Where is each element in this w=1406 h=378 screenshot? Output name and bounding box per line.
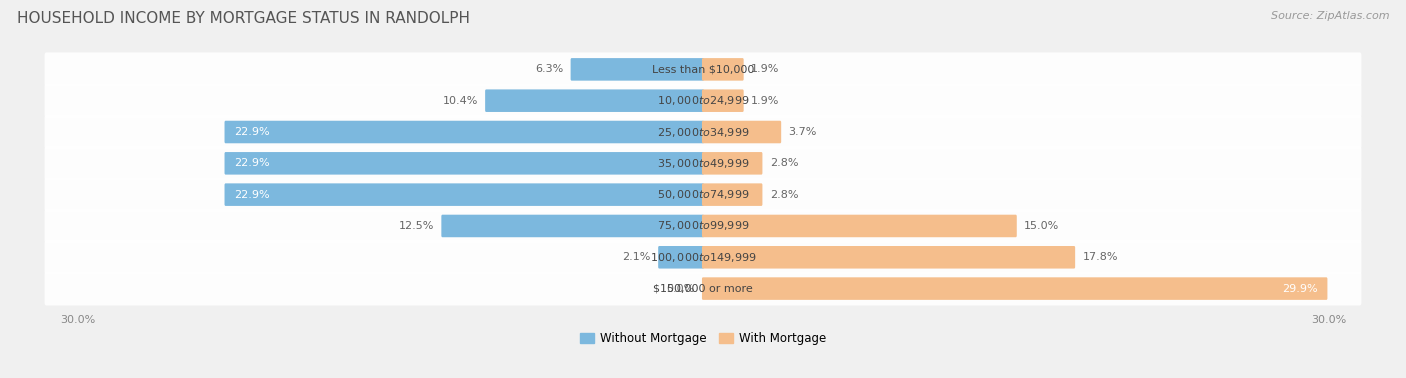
Text: 0.0%: 0.0% xyxy=(666,284,695,294)
FancyBboxPatch shape xyxy=(225,121,704,143)
FancyBboxPatch shape xyxy=(441,215,704,237)
Text: Less than $10,000: Less than $10,000 xyxy=(652,64,754,74)
Text: $75,000 to $99,999: $75,000 to $99,999 xyxy=(657,220,749,232)
FancyBboxPatch shape xyxy=(485,90,704,112)
FancyBboxPatch shape xyxy=(45,115,1361,149)
FancyBboxPatch shape xyxy=(702,277,1327,300)
Text: 17.8%: 17.8% xyxy=(1083,252,1118,262)
FancyBboxPatch shape xyxy=(45,240,1361,274)
Text: Source: ZipAtlas.com: Source: ZipAtlas.com xyxy=(1271,11,1389,21)
Text: 22.9%: 22.9% xyxy=(233,127,270,137)
Text: 1.9%: 1.9% xyxy=(751,96,779,106)
Text: $100,000 to $149,999: $100,000 to $149,999 xyxy=(650,251,756,264)
Text: 2.1%: 2.1% xyxy=(623,252,651,262)
FancyBboxPatch shape xyxy=(702,152,762,175)
FancyBboxPatch shape xyxy=(658,246,704,268)
FancyBboxPatch shape xyxy=(225,183,704,206)
FancyBboxPatch shape xyxy=(702,90,744,112)
Text: 22.9%: 22.9% xyxy=(233,158,270,168)
Text: $25,000 to $34,999: $25,000 to $34,999 xyxy=(657,125,749,138)
FancyBboxPatch shape xyxy=(702,246,1076,268)
FancyBboxPatch shape xyxy=(45,146,1361,180)
Text: 2.8%: 2.8% xyxy=(769,158,799,168)
Text: $10,000 to $24,999: $10,000 to $24,999 xyxy=(657,94,749,107)
Text: 3.7%: 3.7% xyxy=(789,127,817,137)
Text: 12.5%: 12.5% xyxy=(399,221,434,231)
Text: $50,000 to $74,999: $50,000 to $74,999 xyxy=(657,188,749,201)
FancyBboxPatch shape xyxy=(571,58,704,81)
Text: $35,000 to $49,999: $35,000 to $49,999 xyxy=(657,157,749,170)
FancyBboxPatch shape xyxy=(702,183,762,206)
Text: 15.0%: 15.0% xyxy=(1024,221,1059,231)
FancyBboxPatch shape xyxy=(45,272,1361,305)
Legend: Without Mortgage, With Mortgage: Without Mortgage, With Mortgage xyxy=(575,327,831,350)
FancyBboxPatch shape xyxy=(45,53,1361,86)
Text: 2.8%: 2.8% xyxy=(769,190,799,200)
Text: 22.9%: 22.9% xyxy=(233,190,270,200)
Text: HOUSEHOLD INCOME BY MORTGAGE STATUS IN RANDOLPH: HOUSEHOLD INCOME BY MORTGAGE STATUS IN R… xyxy=(17,11,470,26)
FancyBboxPatch shape xyxy=(702,121,782,143)
Text: 6.3%: 6.3% xyxy=(536,64,564,74)
FancyBboxPatch shape xyxy=(45,178,1361,212)
FancyBboxPatch shape xyxy=(225,152,704,175)
FancyBboxPatch shape xyxy=(702,215,1017,237)
FancyBboxPatch shape xyxy=(45,84,1361,118)
Text: 10.4%: 10.4% xyxy=(443,96,478,106)
Text: 29.9%: 29.9% xyxy=(1282,284,1317,294)
FancyBboxPatch shape xyxy=(702,58,744,81)
Text: $150,000 or more: $150,000 or more xyxy=(654,284,752,294)
Text: 1.9%: 1.9% xyxy=(751,64,779,74)
FancyBboxPatch shape xyxy=(45,209,1361,243)
